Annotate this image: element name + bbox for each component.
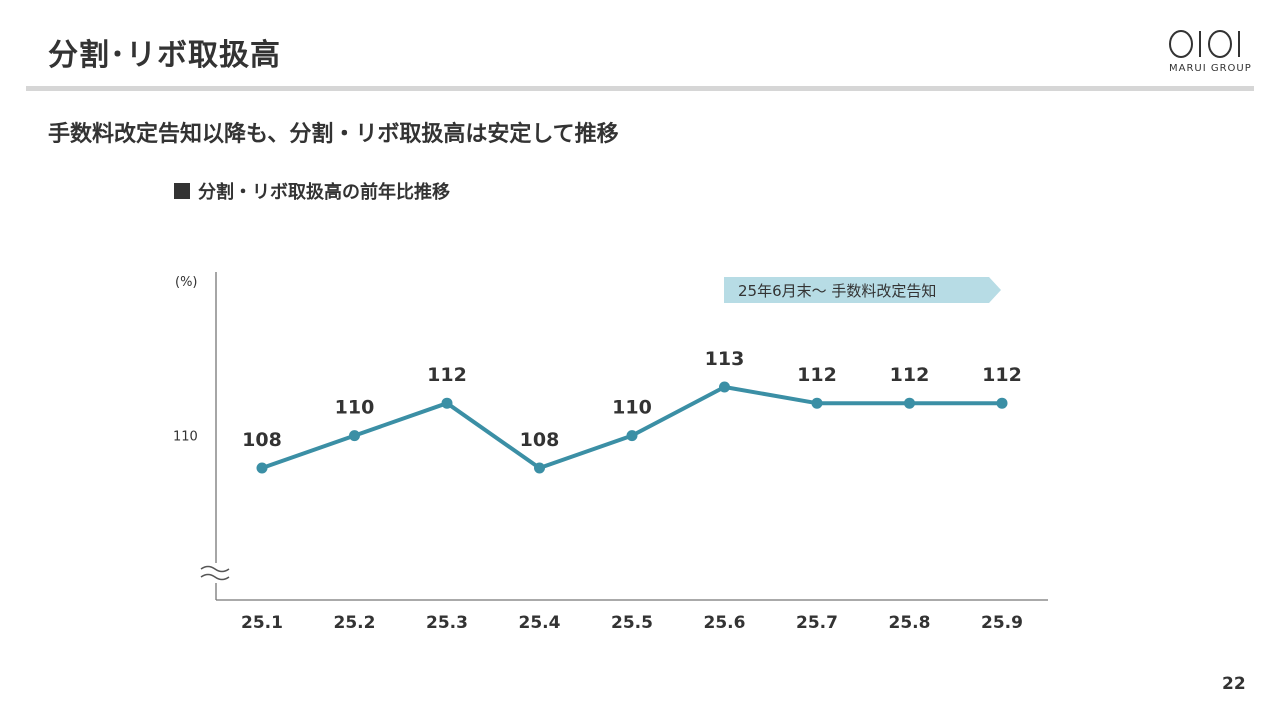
data-point [811,397,823,409]
logo-text: MARUI GROUP [1169,63,1252,74]
data-point [904,397,915,409]
x-tick-label: 25.3 [426,613,468,633]
data-label: 110 [612,397,652,419]
x-tick-label: 25.7 [796,613,838,633]
data-point [534,462,545,474]
title-divider [26,86,1254,91]
x-tick-label: 25.4 [519,613,561,633]
axis-break-gap [198,563,234,583]
x-tick-label: 25.6 [704,613,746,633]
data-label: 112 [427,364,467,386]
data-label: 112 [982,364,1022,386]
chart-title: 分割・リボ取扱高の前年比推移 [174,178,450,204]
x-tick-label: 25.1 [241,613,283,633]
data-point [349,430,360,442]
annotation-arrow [724,277,1001,303]
x-tick-label: 25.9 [981,613,1023,633]
data-point [626,430,638,442]
data-label: 113 [705,348,745,370]
chart-title-text: 分割・リボ取扱高の前年比推移 [198,182,450,203]
page-title: 分割･リボ取扱高 [48,38,281,73]
page-number: 22 [1222,674,1246,694]
x-tick-label: 25.2 [334,613,376,633]
y-tick-label: 110 [173,430,198,445]
data-point [996,397,1008,409]
square-bullet-icon [174,183,190,199]
axis-break-icon [200,565,230,581]
data-point [256,462,268,474]
x-tick-label: 25.8 [889,613,931,633]
data-label: 112 [890,364,930,386]
data-point [441,397,453,409]
data-label: 108 [520,429,560,451]
y-axis-unit-label: (%) [175,275,198,290]
data-label: 112 [797,364,837,386]
data-point [719,381,730,393]
annotation-text: 25年6月末～ 手数料改定告知 [738,282,936,300]
data-label: 108 [242,429,282,451]
x-tick-label: 25.5 [611,613,653,633]
marui-group-logo [1169,30,1240,58]
data-label: 110 [335,397,375,419]
page-subtitle: 手数料改定告知以降も、分割・リボ取扱高は安定して推移 [48,122,619,147]
